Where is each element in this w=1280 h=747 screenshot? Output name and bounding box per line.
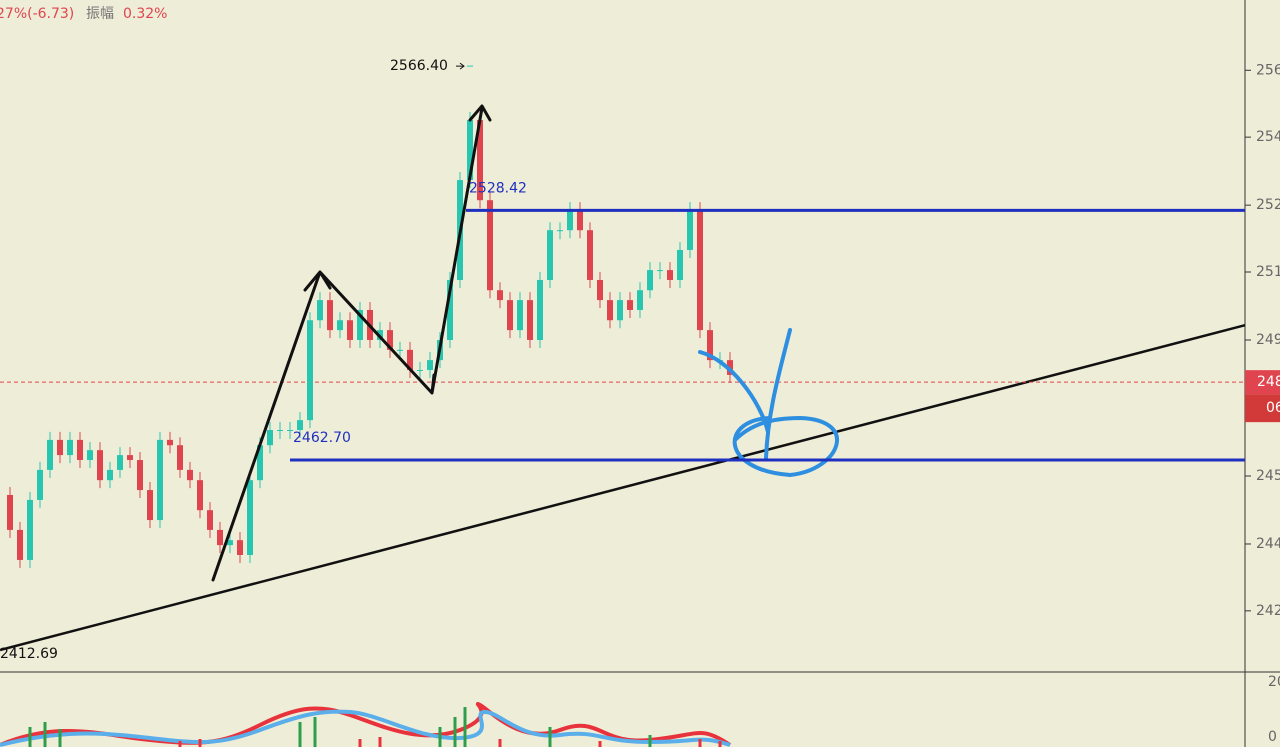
candle xyxy=(627,300,633,310)
sub-tick-label: 20 xyxy=(1268,674,1280,690)
candle xyxy=(697,210,703,331)
price-tag-label: 06 xyxy=(1266,400,1280,416)
candle xyxy=(357,309,363,340)
amplitude: 0.32% xyxy=(123,6,167,22)
macd-histogram xyxy=(28,707,652,747)
candle xyxy=(677,249,683,280)
candle xyxy=(487,200,493,291)
candle xyxy=(277,430,283,432)
candle xyxy=(157,439,163,521)
candle xyxy=(557,230,563,232)
price-tag xyxy=(1245,370,1280,395)
candle xyxy=(57,439,63,456)
candle xyxy=(567,210,573,231)
candle xyxy=(537,279,543,340)
candle xyxy=(707,330,713,361)
high-label: 2566.40 xyxy=(390,58,448,74)
candle xyxy=(177,445,183,470)
candle xyxy=(587,230,593,280)
candle xyxy=(657,270,663,272)
candle xyxy=(517,300,523,331)
candle xyxy=(427,360,433,370)
candle xyxy=(87,450,93,461)
y-tick-label: 251 xyxy=(1256,264,1280,280)
candle xyxy=(547,230,553,280)
candle xyxy=(97,450,103,481)
candle xyxy=(637,290,643,310)
signal-line xyxy=(0,709,731,747)
candle xyxy=(297,420,303,431)
candle xyxy=(287,430,293,432)
candle xyxy=(597,279,603,301)
candle xyxy=(267,430,273,446)
candle xyxy=(197,480,203,511)
y-tick-label: 256 xyxy=(1256,62,1280,78)
candle xyxy=(67,439,73,456)
candle xyxy=(507,300,513,331)
candle xyxy=(337,320,343,331)
level-label: 2528.42 xyxy=(469,180,527,196)
candle xyxy=(397,349,403,351)
candle xyxy=(227,540,233,546)
candle xyxy=(37,469,43,500)
candle xyxy=(257,445,263,481)
y-tick-label: 254 xyxy=(1256,129,1280,145)
candle xyxy=(77,439,83,461)
candle xyxy=(387,330,393,350)
candle xyxy=(607,300,613,321)
y-tick-label: 244 xyxy=(1256,536,1280,552)
candle xyxy=(187,469,193,481)
candle xyxy=(527,300,533,340)
hand-drawings xyxy=(211,104,839,582)
candle xyxy=(167,439,173,446)
trendline xyxy=(0,323,1246,652)
candle xyxy=(617,300,623,321)
macd-histogram xyxy=(178,737,722,747)
candle xyxy=(217,529,223,546)
candle xyxy=(647,270,653,291)
candle xyxy=(17,529,23,560)
high-arrow xyxy=(456,62,465,70)
candle xyxy=(417,369,423,371)
price-tag xyxy=(1245,394,1280,423)
candle xyxy=(477,120,483,201)
level-label: 2462.70 xyxy=(293,430,351,446)
candle xyxy=(317,300,323,321)
candle xyxy=(47,439,53,470)
candle xyxy=(347,320,353,340)
candle xyxy=(7,494,13,530)
candle xyxy=(307,320,313,421)
amplitude-label: 振幅 xyxy=(86,6,114,22)
y-tick-label: 252 xyxy=(1256,197,1280,213)
trendline-label: 2412.69 xyxy=(0,646,58,662)
candle xyxy=(127,455,133,461)
candle xyxy=(117,455,123,470)
wave-arrows xyxy=(211,104,492,582)
candle xyxy=(137,460,143,491)
y-tick-label: 242 xyxy=(1256,603,1280,619)
candle xyxy=(207,510,213,530)
y-tick-label: 249 xyxy=(1256,332,1280,348)
candle xyxy=(497,290,503,301)
candle xyxy=(407,349,413,370)
candle xyxy=(447,279,453,340)
candle xyxy=(327,300,333,331)
candle xyxy=(687,210,693,250)
y-tick-label: 245 xyxy=(1256,468,1280,484)
candle xyxy=(107,469,113,481)
sub-tick-label: 0 xyxy=(1268,729,1277,745)
candle xyxy=(467,120,473,181)
change: 27%(-6.73) xyxy=(0,6,74,22)
candle xyxy=(147,490,153,521)
candle xyxy=(577,210,583,231)
macd-panel xyxy=(0,702,732,747)
candle xyxy=(237,540,243,555)
price-tag-label: 248 xyxy=(1257,374,1280,390)
candle xyxy=(667,270,673,280)
candle xyxy=(27,499,33,560)
candle xyxy=(247,480,253,555)
